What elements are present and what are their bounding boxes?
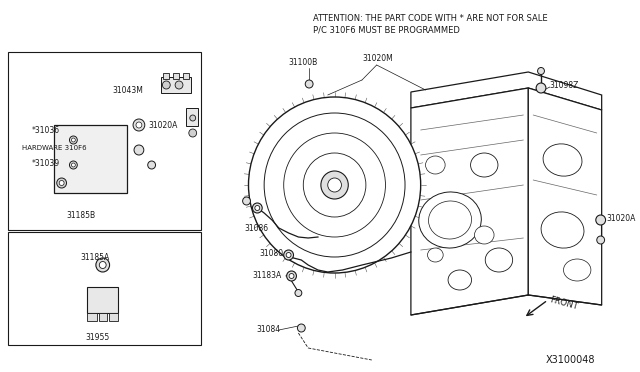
Bar bbox=[8, 232, 200, 345]
Circle shape bbox=[72, 138, 76, 142]
Bar bbox=[87, 287, 118, 313]
Circle shape bbox=[248, 97, 420, 273]
Circle shape bbox=[70, 161, 77, 169]
Bar bbox=[186, 108, 198, 126]
Text: 31183A: 31183A bbox=[252, 272, 282, 280]
Circle shape bbox=[163, 81, 170, 89]
Text: FRONT: FRONT bbox=[548, 296, 579, 312]
Text: 31020M: 31020M bbox=[362, 54, 393, 62]
Circle shape bbox=[596, 236, 605, 244]
Text: X3100048: X3100048 bbox=[545, 355, 595, 365]
Ellipse shape bbox=[543, 144, 582, 176]
Circle shape bbox=[289, 273, 294, 279]
Ellipse shape bbox=[448, 270, 472, 290]
Ellipse shape bbox=[428, 248, 443, 262]
Text: 31020A: 31020A bbox=[148, 121, 178, 129]
Circle shape bbox=[59, 180, 64, 186]
Circle shape bbox=[305, 80, 313, 88]
Text: 31185B: 31185B bbox=[67, 211, 95, 219]
Text: P/C 310F6 MUST BE PROGRAMMED: P/C 310F6 MUST BE PROGRAMMED bbox=[313, 26, 460, 35]
Text: 31086: 31086 bbox=[244, 224, 269, 232]
Bar bbox=[54, 125, 127, 193]
Bar bbox=[109, 313, 118, 321]
Text: 31084: 31084 bbox=[256, 326, 280, 334]
Text: *31036: *31036 bbox=[31, 125, 60, 135]
Bar bbox=[163, 73, 169, 79]
Circle shape bbox=[321, 171, 348, 199]
Circle shape bbox=[328, 178, 341, 192]
Circle shape bbox=[189, 129, 196, 137]
Circle shape bbox=[70, 136, 77, 144]
Circle shape bbox=[136, 122, 142, 128]
Circle shape bbox=[134, 145, 144, 155]
Bar bbox=[183, 73, 189, 79]
Polygon shape bbox=[411, 88, 528, 315]
Ellipse shape bbox=[426, 156, 445, 174]
Circle shape bbox=[96, 258, 109, 272]
Bar bbox=[161, 77, 191, 93]
Ellipse shape bbox=[429, 201, 472, 239]
Text: 31080: 31080 bbox=[259, 248, 284, 257]
Circle shape bbox=[243, 197, 250, 205]
Bar bbox=[173, 73, 179, 79]
Circle shape bbox=[175, 81, 183, 89]
Circle shape bbox=[255, 205, 260, 211]
Text: 31185A: 31185A bbox=[80, 253, 109, 262]
Text: 31100B: 31100B bbox=[289, 58, 318, 67]
Circle shape bbox=[286, 253, 291, 257]
Circle shape bbox=[298, 324, 305, 332]
Circle shape bbox=[536, 83, 546, 93]
Text: HARDWARE 310F6: HARDWARE 310F6 bbox=[22, 145, 86, 151]
Text: 31043M: 31043M bbox=[113, 86, 143, 94]
Circle shape bbox=[538, 67, 545, 74]
Text: ATTENTION: THE PART CODE WITH * ARE NOT FOR SALE: ATTENTION: THE PART CODE WITH * ARE NOT … bbox=[313, 13, 548, 22]
Bar bbox=[87, 313, 97, 321]
Polygon shape bbox=[528, 88, 602, 305]
Ellipse shape bbox=[474, 226, 494, 244]
Text: *31039: *31039 bbox=[31, 158, 60, 167]
Circle shape bbox=[596, 215, 605, 225]
Ellipse shape bbox=[563, 259, 591, 281]
Circle shape bbox=[72, 163, 76, 167]
Circle shape bbox=[295, 289, 302, 296]
Circle shape bbox=[99, 262, 106, 269]
Text: 31098Z: 31098Z bbox=[550, 80, 579, 90]
Bar bbox=[99, 313, 107, 321]
Ellipse shape bbox=[470, 153, 498, 177]
Circle shape bbox=[287, 271, 296, 281]
Ellipse shape bbox=[419, 192, 481, 248]
Text: 31020A: 31020A bbox=[607, 214, 636, 222]
Circle shape bbox=[190, 115, 196, 121]
Bar bbox=[8, 52, 200, 230]
Circle shape bbox=[148, 161, 156, 169]
Ellipse shape bbox=[541, 212, 584, 248]
Circle shape bbox=[57, 178, 67, 188]
Circle shape bbox=[284, 250, 294, 260]
Polygon shape bbox=[411, 72, 602, 110]
Circle shape bbox=[133, 119, 145, 131]
Ellipse shape bbox=[485, 248, 513, 272]
Circle shape bbox=[252, 203, 262, 213]
Text: 31955: 31955 bbox=[86, 334, 110, 343]
